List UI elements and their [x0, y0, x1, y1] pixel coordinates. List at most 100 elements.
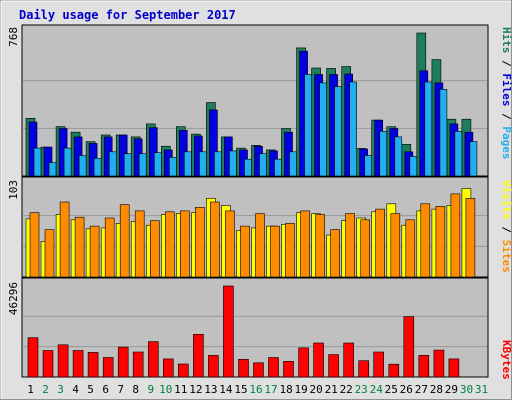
- x-tick-label-day-14: 14: [219, 383, 233, 396]
- bar-kbytes-day-20: [313, 342, 324, 378]
- bar-pages-day-7: [123, 153, 132, 177]
- bar-kbytes-day-29: [448, 358, 460, 378]
- bar-kbytes-day-21: [328, 354, 339, 378]
- bar-pages-day-17: [274, 158, 282, 177]
- x-tick-label-day-5: 5: [87, 383, 94, 396]
- x-tick-label-day-11: 11: [174, 383, 187, 396]
- axis-max-hits: 768: [7, 27, 20, 47]
- bar-kbytes-day-10: [163, 358, 174, 378]
- legend-sep-3: /: [500, 220, 512, 240]
- bar-sites-day-1: [29, 212, 40, 278]
- x-tick-label-day-22: 22: [340, 383, 353, 396]
- bar-sites-day-6: [104, 217, 115, 278]
- bar-kbytes-day-8: [132, 351, 144, 378]
- bar-files-day-2: [43, 146, 53, 177]
- bar-kbytes-day-19: [298, 347, 309, 378]
- bar-pages-day-29: [454, 131, 463, 177]
- bar-pages-day-15: [244, 158, 252, 177]
- bar-pages-day-6: [108, 151, 117, 177]
- panel-visits-bars: [25, 188, 476, 278]
- bar-pages-day-24: [379, 131, 388, 177]
- x-tick-label-day-27: 27: [415, 383, 428, 396]
- bar-kbytes-day-16: [253, 362, 264, 378]
- bar-pages-day-3: [63, 147, 72, 177]
- x-tick-label-day-18: 18: [279, 383, 292, 396]
- bar-sites-day-13: [210, 201, 220, 278]
- bar-pages-day-30: [469, 141, 478, 177]
- bar-sites-day-14: [225, 210, 235, 278]
- panel-kbytes-bars: [27, 285, 460, 378]
- legend-sep-2: /: [500, 107, 512, 127]
- bar-pages-day-4: [78, 155, 87, 177]
- bar-pages-day-10: [169, 157, 177, 177]
- bar-kbytes-day-11: [178, 363, 189, 378]
- bar-sites-day-22: [345, 213, 356, 278]
- legend-hits: Hits: [500, 27, 512, 54]
- bar-sites-day-2: [44, 229, 55, 278]
- bar-sites-day-24: [375, 208, 386, 278]
- bar-kbytes-day-5: [87, 352, 99, 378]
- x-tick-label-day-26: 26: [400, 383, 413, 396]
- bar-sites-day-11: [180, 210, 190, 278]
- panel-hits-files-pages: 768 Hits / Files / Pages: [7, 24, 512, 177]
- bar-sites-day-29: [450, 193, 461, 278]
- axis-max-kbytes: 46296: [7, 282, 20, 315]
- bar-kbytes-day-26: [403, 316, 415, 378]
- x-tick-label-day-9: 9: [147, 383, 154, 396]
- bar-pages-day-12: [199, 151, 207, 177]
- panel-hits-bars: [25, 32, 478, 177]
- x-tick-label-day-4: 4: [72, 383, 79, 396]
- bar-sites-day-17: [270, 225, 280, 278]
- bar-files-day-13: [209, 109, 218, 177]
- bar-kbytes-day-25: [388, 363, 400, 378]
- bar-sites-day-15: [240, 225, 250, 278]
- x-tick-label-day-3: 3: [57, 383, 64, 396]
- bar-sites-day-27: [420, 203, 431, 278]
- bar-pages-day-26: [409, 156, 418, 177]
- legend-hits-files-pages: Hits / Files / Pages: [500, 27, 512, 160]
- bar-kbytes-day-6: [102, 357, 114, 378]
- bar-pages-day-14: [229, 150, 237, 177]
- x-tick-label-day-16: 16: [249, 383, 262, 396]
- bar-pages-day-13: [214, 151, 222, 177]
- bar-sites-day-30: [465, 198, 476, 278]
- bar-sites-day-16: [255, 213, 265, 278]
- bar-sites-day-23: [360, 219, 371, 278]
- x-tick-label-day-20: 20: [309, 383, 322, 396]
- bar-pages-day-28: [439, 89, 448, 177]
- bar-kbytes-day-1: [27, 337, 39, 378]
- legend-kbytes: KBytes: [500, 340, 512, 380]
- x-tick-label-day-25: 25: [385, 383, 398, 396]
- bar-sites-day-18: [285, 223, 295, 278]
- x-tick-label-day-19: 19: [294, 383, 307, 396]
- bar-kbytes-day-9: [148, 341, 159, 378]
- x-tick-label-day-6: 6: [102, 383, 109, 396]
- x-tick-label-day-10: 10: [159, 383, 172, 396]
- bar-sites-day-8: [134, 210, 145, 278]
- x-tick-label-day-24: 24: [370, 383, 384, 396]
- bar-kbytes-day-28: [433, 349, 445, 378]
- bar-pages-day-18: [289, 151, 297, 177]
- panel-kbytes: 46296 KBytes: [7, 277, 512, 380]
- bar-pages-day-23: [364, 155, 373, 177]
- x-tick-label-day-12: 12: [189, 383, 202, 396]
- x-tick-label-day-28: 28: [430, 383, 443, 396]
- bar-pages-day-9: [154, 152, 162, 177]
- bar-sites-day-7: [119, 204, 130, 278]
- bar-pages-day-25: [394, 136, 403, 177]
- bar-sites-day-10: [165, 211, 175, 278]
- bar-kbytes-day-18: [283, 360, 294, 378]
- bar-kbytes-day-12: [193, 333, 204, 378]
- legend-visits: Visits: [500, 180, 512, 220]
- bar-kbytes-day-4: [72, 350, 84, 378]
- chart-title: Daily usage for September 2017: [19, 8, 236, 22]
- bar-kbytes-day-23: [358, 360, 370, 378]
- bar-pages-day-16: [259, 153, 267, 177]
- bar-sites-day-28: [435, 206, 446, 278]
- bar-pages-day-8: [138, 153, 147, 177]
- bar-sites-day-20: [315, 214, 325, 278]
- x-tick-label-day-21: 21: [325, 383, 338, 396]
- bar-pages-day-22: [349, 81, 358, 177]
- x-tick-label-day-7: 7: [117, 383, 124, 396]
